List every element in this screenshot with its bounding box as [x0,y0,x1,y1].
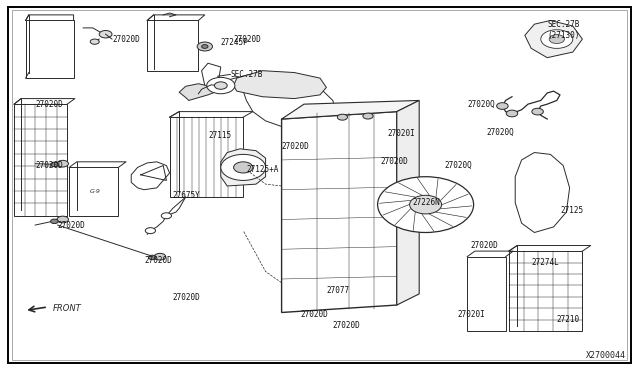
Text: (27130): (27130) [547,31,580,40]
Text: 27020D: 27020D [35,100,63,109]
Circle shape [221,154,266,180]
Polygon shape [515,153,570,232]
Text: 27020Q: 27020Q [467,100,495,109]
Text: 27245P: 27245P [221,38,248,46]
Polygon shape [282,100,419,119]
Polygon shape [179,84,218,100]
Circle shape [549,35,564,44]
Text: 27020D: 27020D [58,221,85,230]
Circle shape [57,160,68,167]
Circle shape [197,42,212,51]
Text: 27020D: 27020D [234,35,261,44]
Circle shape [363,113,373,119]
Circle shape [410,195,442,214]
Text: 27077: 27077 [326,286,349,295]
Text: 27020Q: 27020Q [486,128,514,137]
Circle shape [234,162,253,173]
Text: 27020D: 27020D [112,35,140,44]
Text: FRONT: FRONT [52,304,81,312]
Text: 27020D: 27020D [282,142,309,151]
Text: 27020D: 27020D [333,321,360,330]
Circle shape [145,228,156,234]
Text: SEC.27B: SEC.27B [547,20,580,29]
Text: 27125: 27125 [560,206,583,215]
Polygon shape [131,162,170,190]
Polygon shape [221,74,336,128]
Circle shape [57,216,68,223]
Text: X2700044: X2700044 [586,351,626,360]
Text: 27020Q: 27020Q [445,161,472,170]
Text: 27020D: 27020D [35,161,63,170]
Polygon shape [525,20,582,58]
Text: SEC.27B: SEC.27B [230,70,263,79]
Text: 27020D: 27020D [301,310,328,319]
Polygon shape [147,20,198,71]
Circle shape [99,31,112,38]
Text: 27020D: 27020D [381,157,408,166]
Circle shape [541,30,573,48]
Text: 27675Y: 27675Y [173,191,200,200]
Circle shape [154,253,166,260]
Polygon shape [221,149,266,186]
Circle shape [497,103,508,109]
Text: 27210: 27210 [557,315,580,324]
Text: 27274L: 27274L [531,258,559,267]
Circle shape [337,114,348,120]
Circle shape [90,39,99,44]
Text: 27020I: 27020I [387,129,415,138]
Polygon shape [26,20,74,78]
Text: G·9: G·9 [90,189,100,194]
Polygon shape [509,251,582,331]
Polygon shape [69,167,118,216]
Circle shape [214,82,227,89]
Polygon shape [282,112,397,312]
Circle shape [202,45,208,48]
Circle shape [506,110,518,117]
Polygon shape [467,257,506,331]
Polygon shape [202,63,221,86]
Circle shape [532,108,543,115]
Circle shape [161,213,172,219]
Text: 27115: 27115 [208,131,231,140]
Circle shape [51,219,58,224]
Polygon shape [170,117,243,197]
Circle shape [207,77,235,94]
Circle shape [51,162,58,167]
Text: 27226N: 27226N [413,198,440,207]
Polygon shape [234,71,326,99]
Polygon shape [14,104,67,216]
Polygon shape [397,100,419,305]
Text: 27125+A: 27125+A [246,165,279,174]
Circle shape [378,177,474,232]
Circle shape [148,255,156,260]
Text: 27020D: 27020D [144,256,172,265]
Text: 27020D: 27020D [470,241,498,250]
Polygon shape [26,22,28,78]
Text: 27020I: 27020I [458,310,485,319]
Text: 27020D: 27020D [173,293,200,302]
